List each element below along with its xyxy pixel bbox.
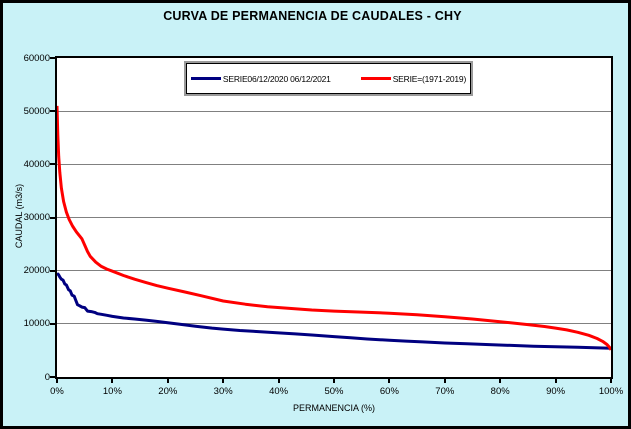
x-axis-tick [56,378,58,383]
gridline [57,217,611,218]
x-axis-tick [610,378,612,383]
x-axis-tick [554,378,557,383]
legend-entry-serie-1971-2019: SERIE=(1971-2019) [360,73,467,84]
chart-title: CURVA DE PERMANENCIA DE CAUDALES - CHY [163,9,462,23]
gridline [57,110,611,112]
y-axis-tick [50,57,55,59]
gridline [57,270,611,272]
y-tick-label: 20000 [23,265,50,277]
x-tick-label: 40% [269,386,289,397]
x-axis-tick [388,378,391,383]
x-axis-tick [166,378,169,383]
x-axis-tick [277,378,280,383]
legend-line-swatch-navy [190,77,221,80]
legend-label: SERIE=(1971-2019) [392,73,467,84]
x-tick-label: 30% [213,386,233,397]
legend-line-swatch-red [360,77,391,80]
x-axis-title: PERMANENCIA (%) [292,403,375,413]
x-tick-label: 70% [435,386,455,397]
y-tick-label: 0 [44,371,50,383]
x-tick-label: 80% [490,386,510,397]
x-tick-label: 100% [598,386,624,397]
gridline [57,323,611,325]
x-tick-label: 0% [50,386,64,397]
y-tick-label: 10000 [23,318,50,330]
x-axis-tick [443,378,446,383]
y-axis-tick [50,163,55,166]
y-axis-tick [50,322,55,325]
plot-inner-layer [57,58,611,377]
legend-entry-serie-2020-2021: SERIE06/12/2020 06/12/2021 [190,73,331,84]
x-axis-tick [499,378,502,383]
series-line [57,105,611,351]
gridline [57,163,611,165]
y-axis-tick [50,269,55,272]
y-axis-tick [50,110,55,113]
x-axis-tick [333,378,335,383]
y-tick-label: 60000 [23,52,50,64]
y-tick-label: 30000 [23,212,50,223]
series-line [57,272,611,350]
series-lines-svg [57,105,611,351]
x-tick-label: 10% [102,386,122,397]
legend: SERIE06/12/2020 06/12/2021 SERIE=(1971-2… [186,63,471,94]
x-tick-label: 50% [324,386,344,397]
legend-label: SERIE06/12/2020 06/12/2021 [222,73,331,84]
y-tick-label: 50000 [23,105,50,117]
y-axis-tick [50,376,55,378]
x-axis-tick [222,378,225,383]
x-tick-label: 20% [158,386,178,397]
x-tick-label: 60% [379,386,399,397]
y-axis-tick [50,216,55,219]
x-tick-label: 90% [546,386,566,397]
y-tick-label: 40000 [23,158,50,170]
x-axis-tick [111,378,114,383]
